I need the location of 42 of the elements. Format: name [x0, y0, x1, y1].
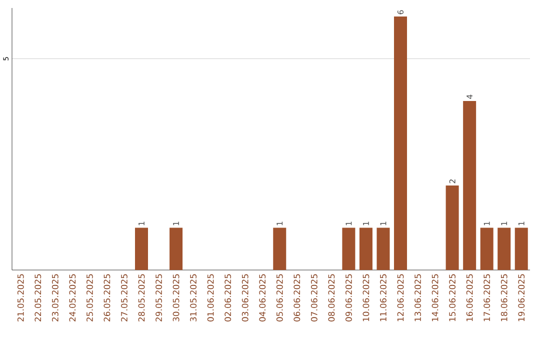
bar	[135, 228, 148, 270]
x-tick-label: 02.06.2025	[224, 274, 232, 322]
x-tick-label: 13.06.2025	[414, 274, 421, 322]
x-tick-label: 03.06.2025	[242, 274, 248, 322]
x-tick-label: 22.05.2025	[34, 274, 42, 322]
x-tick-label: 11.06.2025	[380, 274, 386, 322]
x-tick-label: 10.06.2025	[362, 274, 370, 322]
x-tick-label: 24.05.2025	[69, 274, 76, 322]
x-tick-label: 27.05.2025	[121, 274, 128, 322]
x-tick-label: 21.05.2025	[17, 274, 24, 322]
x-tick-label: 09.06.2025	[346, 274, 352, 322]
x-tick-label: 29.05.2025	[156, 274, 162, 322]
bar	[170, 228, 183, 270]
x-tick-label: 31.05.2025	[190, 274, 197, 322]
x-tick-label: 30.05.2025	[172, 274, 180, 322]
bar	[342, 228, 356, 270]
x-tick-label: 07.06.2025	[310, 274, 318, 322]
x-tick-label: 25.05.2025	[86, 274, 93, 322]
bar	[273, 228, 286, 270]
x-tick-label: 18.06.2025	[500, 274, 508, 322]
bar	[480, 228, 494, 270]
x-tick-label: 04.06.2025	[259, 274, 266, 322]
x-tick-label: 06.06.2025	[294, 274, 300, 322]
x-tick-label: 05.06.2025	[276, 274, 283, 322]
x-tick-label: 08.06.2025	[328, 274, 335, 322]
x-tick-label: 28.05.2025	[138, 274, 145, 322]
bar	[498, 228, 511, 270]
x-tick-label: 01.06.2025	[207, 274, 214, 322]
x-tick-label: 23.05.2025	[52, 274, 58, 322]
x-tick-label: 17.06.2025	[484, 274, 490, 322]
x-tick-label: 14.06.2025	[432, 274, 438, 322]
x-tick-label: 15.06.2025	[449, 274, 456, 322]
x-tick-label: 12.06.2025	[397, 274, 404, 322]
bar	[446, 185, 459, 270]
bar	[394, 16, 408, 270]
bar	[514, 228, 528, 270]
bar	[463, 100, 476, 270]
x-tick-label: 16.06.2025	[466, 274, 473, 322]
bar	[376, 228, 390, 270]
x-tick-label: 26.05.2025	[104, 274, 110, 322]
x-tick-label: 19.06.2025	[518, 274, 525, 322]
bar	[359, 228, 372, 270]
